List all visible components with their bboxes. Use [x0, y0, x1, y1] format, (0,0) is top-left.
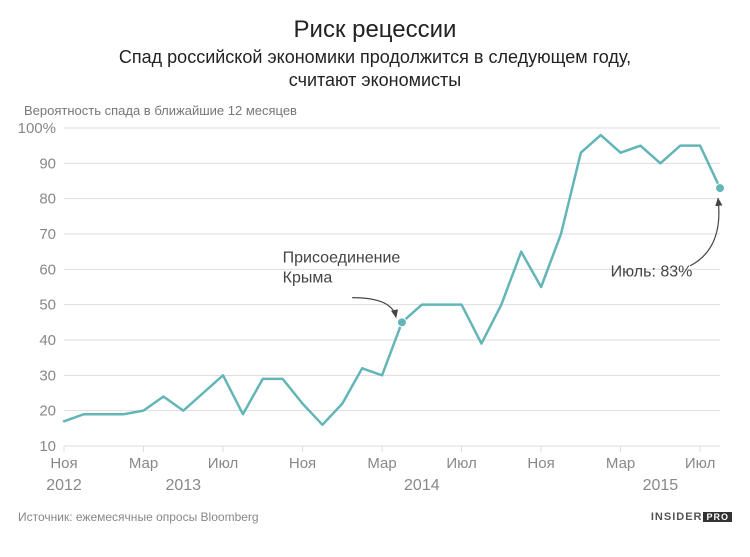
svg-text:40: 40 [39, 332, 56, 349]
svg-text:20: 20 [39, 402, 56, 419]
line-chart: 10 20 30 40 50 60 70 80 90 100% Ноя Мар Июл Ноя Мар Июл… [18, 122, 732, 502]
chart-svg: 10 20 30 40 50 60 70 80 90 100% Ноя Мар Июл Ноя Мар Июл… [18, 122, 732, 502]
svg-text:Июль: 83%: Июль: 83% [611, 263, 693, 280]
svg-text:2013: 2013 [165, 477, 201, 494]
svg-text:Крыма: Крыма [283, 269, 333, 286]
svg-text:Присоединение: Присоединение [283, 249, 401, 266]
chart-title: Риск рецессии [18, 16, 732, 44]
svg-text:Ноя: Ноя [527, 455, 554, 472]
svg-text:2012: 2012 [46, 477, 82, 494]
svg-text:80: 80 [39, 190, 56, 207]
svg-text:Ноя: Ноя [289, 455, 316, 472]
subtitle-line-2: считают экономисты [289, 70, 461, 90]
subtitle-line-1: Спад российской экономики продолжится в … [119, 47, 631, 67]
svg-text:2014: 2014 [404, 477, 440, 494]
svg-text:Июл: Июл [685, 455, 715, 472]
svg-text:Июл: Июл [446, 455, 476, 472]
chart-source: Источник: ежемесячные опросы Bloomberg [18, 510, 259, 524]
svg-text:10: 10 [39, 438, 56, 455]
svg-text:60: 60 [39, 261, 56, 278]
svg-text:100%: 100% [18, 122, 56, 137]
svg-text:70: 70 [39, 226, 56, 243]
svg-text:50: 50 [39, 296, 56, 313]
svg-text:Ноя: Ноя [50, 455, 77, 472]
svg-text:Мар: Мар [606, 455, 635, 472]
y-axis-description: Вероятность спада в ближайшие 12 месяцев [24, 103, 732, 118]
brand-logo: INSIDERPRO [651, 511, 732, 523]
svg-text:Мар: Мар [129, 455, 158, 472]
brand-suffix: PRO [703, 512, 732, 522]
svg-text:30: 30 [39, 367, 56, 384]
svg-text:Июл: Июл [208, 455, 238, 472]
brand-name: INSIDER [651, 511, 703, 523]
svg-text:90: 90 [39, 155, 56, 172]
chart-subtitle: Спад российской экономики продолжится в … [18, 46, 732, 93]
svg-text:Мар: Мар [367, 455, 396, 472]
svg-text:2015: 2015 [643, 477, 679, 494]
